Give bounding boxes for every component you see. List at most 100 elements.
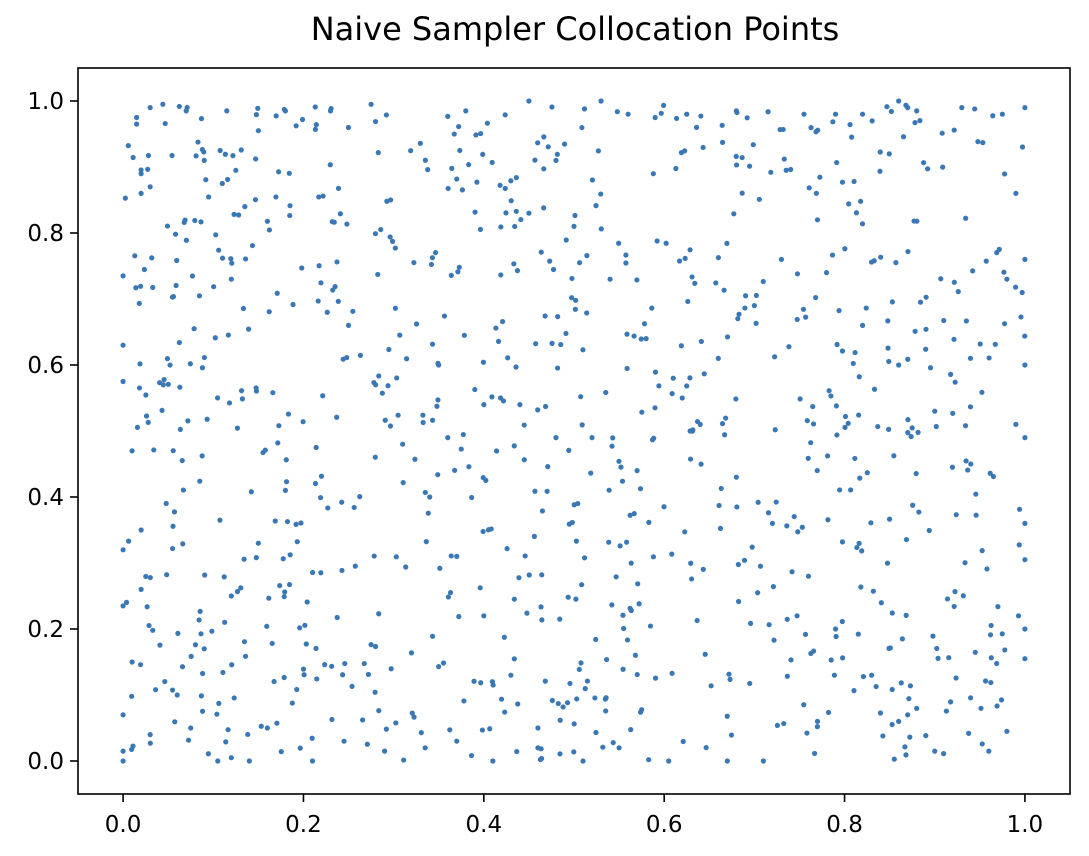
data-point (231, 695, 237, 701)
data-point (684, 111, 690, 117)
data-point (273, 194, 279, 200)
data-point (502, 185, 508, 192)
data-point (951, 127, 957, 133)
data-point (185, 418, 191, 424)
data-point (848, 487, 854, 493)
data-point (478, 680, 484, 686)
data-point (903, 102, 909, 108)
data-point (264, 218, 270, 224)
data-point (858, 584, 864, 590)
data-point (780, 126, 786, 133)
data-point (652, 114, 658, 121)
data-point (998, 697, 1005, 703)
data-point (357, 494, 363, 500)
data-point (905, 712, 911, 718)
data-point (765, 510, 772, 516)
data-point (616, 458, 622, 464)
data-point (698, 461, 704, 467)
data-point (588, 470, 594, 476)
data-point (983, 258, 989, 264)
data-point (539, 508, 546, 514)
data-point (907, 734, 913, 740)
data-point (627, 605, 633, 611)
data-point (593, 636, 599, 643)
data-point (149, 255, 155, 261)
data-point (339, 567, 345, 574)
data-point (198, 693, 204, 699)
data-point (171, 509, 178, 515)
data-point (388, 197, 394, 203)
data-point (513, 175, 519, 181)
data-point (215, 758, 221, 764)
data-point (303, 641, 309, 647)
data-point (242, 204, 248, 210)
data-point (445, 185, 451, 192)
data-point (376, 708, 382, 714)
data-point (477, 226, 484, 233)
data-point (561, 141, 568, 147)
data-point (811, 648, 817, 654)
data-point (498, 696, 505, 702)
data-point (440, 660, 447, 666)
data-point (375, 271, 381, 278)
data-point (949, 464, 956, 470)
data-point (120, 273, 126, 279)
data-point (538, 755, 545, 762)
data-point (301, 672, 307, 678)
data-point (329, 663, 335, 669)
data-point (544, 488, 550, 494)
data-point (283, 457, 289, 463)
data-point (739, 154, 745, 161)
data-point (147, 184, 153, 190)
data-point (521, 422, 527, 428)
data-point (915, 429, 921, 435)
data-point (318, 280, 324, 286)
data-point (258, 723, 264, 729)
data-point (176, 103, 182, 110)
data-point (689, 428, 696, 434)
data-point (172, 719, 178, 725)
data-point (328, 105, 334, 112)
data-point (188, 653, 194, 659)
data-point (294, 539, 300, 545)
data-point (842, 246, 848, 252)
data-point (193, 153, 199, 159)
data-point (751, 303, 757, 309)
data-point (322, 662, 328, 668)
data-point (968, 461, 974, 467)
data-point (196, 617, 202, 623)
data-point (429, 341, 436, 347)
data-point (593, 729, 599, 736)
data-point (287, 552, 293, 558)
data-point (255, 128, 261, 134)
data-point (914, 218, 920, 224)
data-point (1002, 171, 1008, 177)
data-point (962, 560, 968, 566)
data-point (990, 113, 996, 119)
data-point (542, 678, 548, 684)
data-point (849, 134, 855, 140)
data-point (832, 111, 839, 117)
data-point (141, 266, 147, 273)
data-point (466, 464, 472, 470)
data-point (274, 290, 280, 296)
data-point (138, 586, 144, 593)
data-point (912, 120, 918, 126)
data-point (204, 416, 210, 422)
data-point (903, 752, 909, 758)
data-point (375, 150, 381, 156)
data-point (987, 632, 994, 638)
data-point (778, 256, 785, 262)
data-point (278, 749, 284, 755)
data-point (598, 226, 604, 232)
data-point (266, 595, 272, 601)
data-point (628, 727, 634, 733)
data-point (750, 142, 756, 148)
data-point (302, 622, 308, 628)
data-point (387, 423, 394, 429)
data-point (1013, 190, 1019, 196)
data-point (312, 104, 318, 110)
data-point (603, 708, 609, 714)
data-point (376, 611, 382, 617)
data-point (856, 412, 862, 418)
